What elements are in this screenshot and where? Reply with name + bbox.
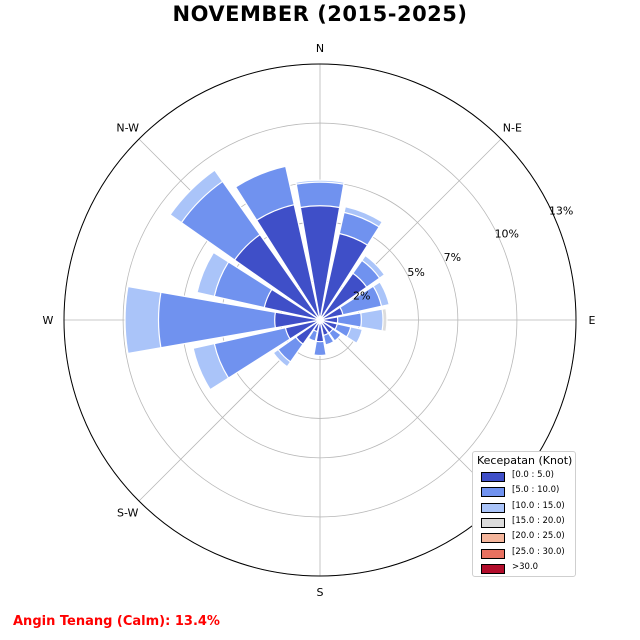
legend-swatch	[481, 563, 505, 574]
bar-nw-bin0	[233, 233, 321, 321]
legend-label: >30.0	[512, 561, 539, 572]
legend-label: [5.0 : 10.0)	[512, 485, 560, 496]
calm-text: Angin Tenang (Calm): 13.4%	[13, 614, 220, 629]
direction-label-n: N	[316, 42, 324, 55]
legend-swatch	[481, 517, 505, 528]
legend-label: [0.0 : 5.0)	[512, 470, 554, 480]
bar-ne-bin0	[319, 272, 368, 321]
radial-tick-label: 2%	[353, 289, 370, 302]
bar-s-bin0	[315, 319, 325, 343]
legend-swatch	[481, 548, 505, 559]
grid-spoke-3	[319, 319, 502, 502]
direction-label-s: S	[317, 586, 324, 599]
bar-e-bin1	[319, 312, 362, 328]
bar-wsw-bin0	[284, 319, 321, 340]
direction-label-w: W	[43, 314, 54, 327]
legend-swatch	[481, 487, 505, 498]
wind-bars	[124, 165, 390, 391]
legend: Kecepatan (Knot) [0.0 : 5.0) [5.0 : 10.0)…	[472, 451, 576, 577]
bar-w-bin0	[274, 311, 321, 329]
radial-tick-label: 7%	[444, 251, 461, 264]
bar-ene-bin0	[319, 306, 344, 321]
direction-label-n-e: N-E	[503, 122, 522, 135]
radial-tick-label: 10%	[495, 228, 519, 241]
direction-label-e: E	[589, 314, 596, 327]
bar-e-bin0	[319, 316, 339, 324]
bar-sw-bin0	[294, 319, 321, 346]
bar-nne-bin0	[319, 232, 369, 321]
legend-swatch	[481, 533, 505, 544]
legend-label: [25.0 : 30.0)	[512, 546, 565, 557]
bar-se-bin0	[319, 319, 334, 334]
bar-n-bin0	[299, 205, 341, 321]
bar-sse-bin0	[319, 319, 330, 337]
polar-frame	[63, 63, 577, 577]
direction-label-s-w: S-W	[117, 506, 139, 519]
bar-w-bin1	[157, 291, 321, 349]
chart-title: NOVEMBER (2015-2025)	[172, 2, 468, 26]
direction-label-n-w: N-W	[116, 122, 139, 135]
legend-label: [20.0 : 25.0)	[512, 531, 565, 542]
legend-label: [10.0 : 15.0)	[512, 500, 565, 511]
legend-swatch	[481, 502, 505, 513]
radial-tick-label: 13%	[549, 205, 573, 218]
legend-swatch	[481, 472, 505, 482]
radial-tick-label: 5%	[407, 266, 424, 279]
legend-title: Kecepatan (Knot)	[477, 454, 573, 467]
legend-label: [15.0 : 20.0)	[512, 515, 565, 526]
bar-wnw-bin0	[263, 288, 321, 321]
bar-nnw-bin0	[255, 203, 321, 321]
